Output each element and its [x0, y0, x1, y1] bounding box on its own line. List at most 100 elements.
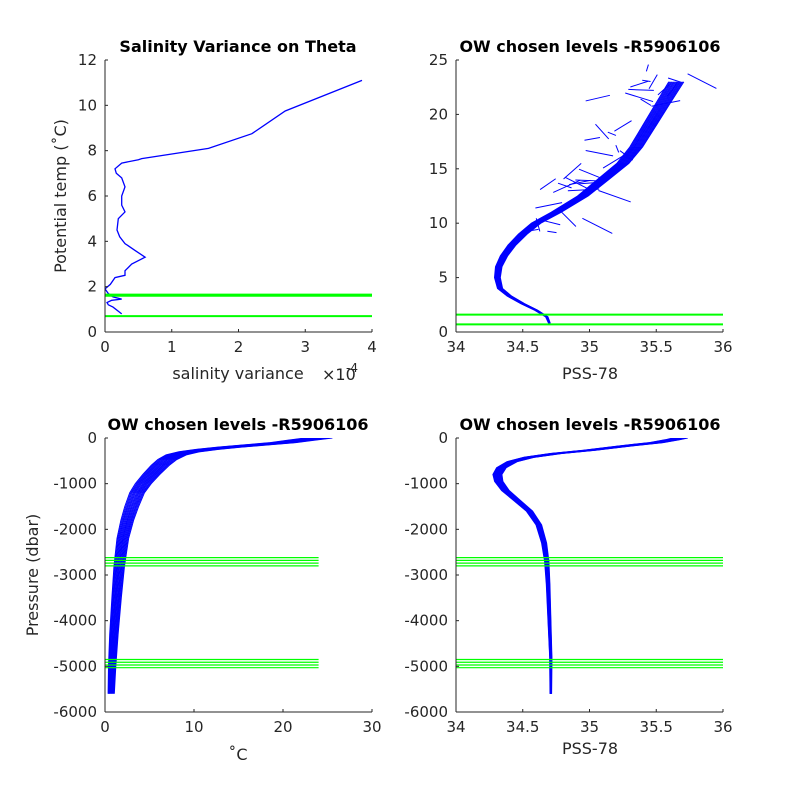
- plot-area: [104, 59, 373, 333]
- profile-line: [614, 120, 632, 132]
- y-tick-labels: -6000 -5000 -4000 -3000 -2000 -1000 0: [404, 429, 448, 721]
- x-tick-label: 20: [273, 718, 292, 736]
- profile-line: [598, 190, 631, 203]
- profile-line: [547, 230, 557, 234]
- profile-line: [560, 211, 577, 227]
- panel-temperature-pressure: OW chosen levels -R5906106 0 10 20 30 -6000…: [23, 415, 382, 764]
- y-tick-label: 0: [87, 429, 97, 447]
- x-axis-label: PSS-78: [562, 364, 618, 383]
- x-tick-label: 34: [446, 338, 465, 356]
- profile-line: [640, 98, 652, 106]
- x-tick-label: 1: [167, 338, 177, 356]
- x-tick-label: 34: [446, 718, 465, 736]
- x-tick-label: 35: [580, 338, 599, 356]
- series-line: [105, 79, 363, 315]
- y-tick-labels: 0 5 10 15 20 25: [429, 51, 448, 341]
- profile-line: [535, 202, 563, 209]
- y-tick-labels: -6000 -5000 -4000 -3000 -2000 -1000 0: [53, 429, 97, 721]
- y-tick-label: -5000: [404, 657, 448, 675]
- profile-line: [628, 88, 654, 91]
- x-axis-label: ˚C: [228, 745, 247, 764]
- y-tick-label: 6: [87, 187, 97, 205]
- y-tick-label: 0: [438, 429, 448, 447]
- y-tick-label: -6000: [53, 703, 97, 721]
- profile-line: [625, 92, 654, 103]
- x-exponent-base: ×10: [322, 365, 356, 384]
- profile-line: [642, 79, 651, 83]
- x-tick-label: 36: [713, 718, 732, 736]
- x-tick-label: 10: [184, 718, 203, 736]
- x-tick-labels: 0 10 20 30: [100, 718, 381, 736]
- series-line: [499, 81, 685, 324]
- profile-line: [585, 94, 611, 102]
- plot-area: [455, 437, 724, 713]
- y-tick-label: 2: [87, 278, 97, 296]
- y-tick-label: -6000: [404, 703, 448, 721]
- data-layer: [105, 79, 372, 318]
- y-tick-label: 25: [429, 51, 448, 69]
- x-tick-label: 35: [580, 718, 599, 736]
- y-tick-label: 20: [429, 105, 448, 123]
- panel-salinity-pressure: OW chosen levels -R5906106 34 34.5 35 35.5 3…: [404, 415, 732, 758]
- x-tick-label: 35.5: [640, 718, 673, 736]
- plot-area: [455, 59, 724, 333]
- profile-line: [687, 73, 717, 89]
- x-tick-labels: 0 1 2 3 4: [100, 338, 377, 356]
- panel-theta-salinity: OW chosen levels -R5906106 34 34.5 35 35.5 3…: [429, 37, 733, 383]
- profile-line: [584, 137, 601, 141]
- y-axis-label: Potential temp (˚C): [51, 119, 70, 273]
- y-tick-label: 12: [78, 51, 97, 69]
- y-tick-label: 5: [438, 269, 448, 287]
- y-tick-label: -2000: [53, 520, 97, 538]
- x-axis-label: PSS-78: [562, 739, 618, 758]
- x-tick-label: 3: [300, 338, 310, 356]
- y-tick-label: 10: [78, 96, 97, 114]
- y-tick-label: -3000: [404, 566, 448, 584]
- panel-title: OW chosen levels -R5906106: [107, 415, 368, 434]
- y-tick-label: -2000: [404, 520, 448, 538]
- panel-title: OW chosen levels -R5906106: [459, 37, 720, 56]
- y-tick-label: -1000: [404, 475, 448, 493]
- y-tick-label: -4000: [404, 612, 448, 630]
- y-tick-label: 0: [87, 323, 97, 341]
- y-axis-label: Pressure (dbar): [23, 514, 42, 637]
- y-tick-label: -1000: [53, 475, 97, 493]
- profile-line: [645, 64, 649, 72]
- y-tick-label: 10: [429, 214, 448, 232]
- x-tick-label: 0: [100, 718, 110, 736]
- y-tick-label: 8: [87, 142, 97, 160]
- y-tick-label: 4: [87, 232, 97, 250]
- profile-line: [563, 162, 582, 180]
- y-tick-labels: 0 2 4 6 8 10 12: [78, 51, 97, 341]
- x-tick-label: 30: [362, 718, 381, 736]
- y-tick-label: -3000: [53, 566, 97, 584]
- x-tick-label: 2: [234, 338, 244, 356]
- panel-title: Salinity Variance on Theta: [119, 37, 356, 56]
- profile-line: [569, 179, 591, 186]
- x-tick-label: 36: [713, 338, 732, 356]
- profile-line: [615, 145, 620, 153]
- data-layer: [456, 64, 723, 326]
- profile-line: [607, 131, 617, 136]
- y-tick-label: -5000: [53, 657, 97, 675]
- x-tick-label: 34.5: [506, 338, 539, 356]
- profile-line: [582, 217, 613, 234]
- profile-line: [630, 80, 649, 88]
- x-tick-labels: 34 34.5 35 35.5 36: [446, 718, 732, 736]
- x-axis-label: salinity variance: [172, 364, 303, 383]
- x-tick-labels: 34 34.5 35 35.5 36: [446, 338, 732, 356]
- x-tick-label: 4: [367, 338, 377, 356]
- y-tick-label: -4000: [53, 612, 97, 630]
- y-tick-label: 15: [429, 160, 448, 178]
- series-line: [501, 438, 688, 694]
- profile-line: [667, 77, 682, 83]
- profile-line: [585, 150, 614, 157]
- data-layer: [105, 438, 333, 694]
- profile-line: [539, 178, 556, 190]
- panel-title: OW chosen levels -R5906106: [459, 415, 720, 434]
- profile-line: [557, 182, 572, 189]
- x-tick-label: 0: [100, 338, 110, 356]
